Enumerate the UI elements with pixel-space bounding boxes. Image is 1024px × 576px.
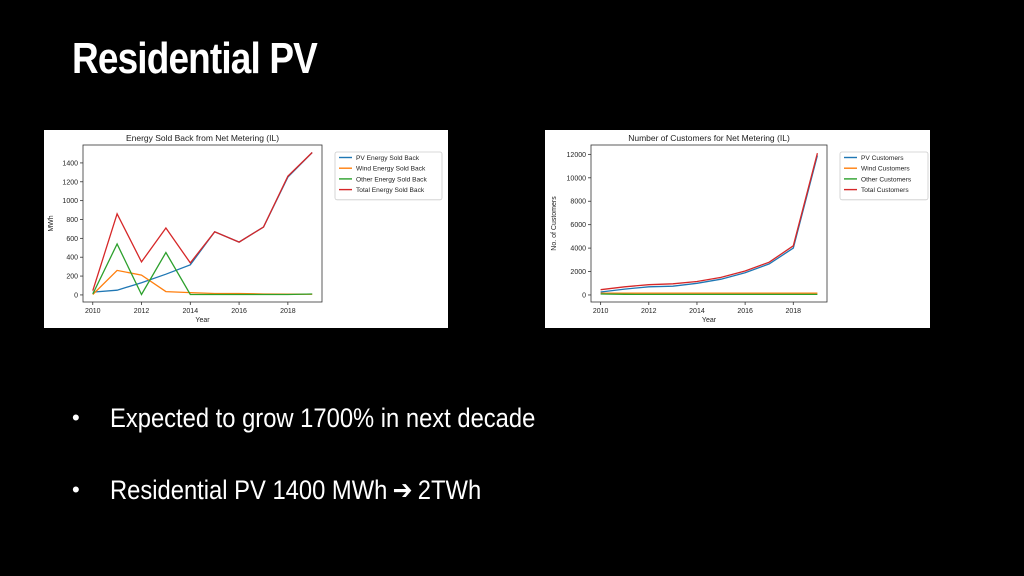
plot-frame xyxy=(82,144,323,303)
y-tick-label: 10000 xyxy=(567,175,587,182)
y-tick-label: 1400 xyxy=(62,160,78,167)
x-tick-label: 2018 xyxy=(280,308,296,315)
legend-label: Total Energy Sold Back xyxy=(356,187,425,194)
bullet-dot: • xyxy=(72,477,80,502)
x-tick-label: 2012 xyxy=(134,308,150,315)
series-line xyxy=(92,152,313,293)
legend-box xyxy=(839,151,929,201)
y-tick-label: 1000 xyxy=(62,198,78,205)
y-tick-label: 1200 xyxy=(62,179,78,186)
y-tick-label: 0 xyxy=(582,292,586,299)
x-tick-label: 2016 xyxy=(231,308,247,315)
y-tick-label: 2000 xyxy=(570,269,586,276)
x-tick-label: 2014 xyxy=(183,308,199,315)
bullet-text: Residential PV 1400 MWh ➔ 2TWh xyxy=(110,468,481,512)
legend-label: PV Energy Sold Back xyxy=(356,155,420,162)
arrow-right-icon: ➔ xyxy=(392,475,413,505)
y-tick-label: 6000 xyxy=(570,222,586,229)
y-axis-label: No. of Customers xyxy=(551,196,558,251)
x-tick-label: 2012 xyxy=(641,308,657,315)
legend-label: PV Customers xyxy=(861,155,904,162)
x-tick-label: 2010 xyxy=(85,308,101,315)
bullet-text: Expected to grow 1700% in next decade xyxy=(110,403,536,433)
y-axis-label: MWh xyxy=(48,215,55,231)
y-tick-label: 8000 xyxy=(570,199,586,206)
chart-svg: Number of Customers for Net Metering (IL… xyxy=(551,133,929,324)
slide-title: Residential PV xyxy=(72,34,318,83)
x-tick-label: 2016 xyxy=(737,308,753,315)
x-axis-label: Year xyxy=(702,317,717,324)
legend-label: Other Customers xyxy=(861,176,912,183)
bullet-text-before: Residential PV 1400 MWh xyxy=(110,475,388,505)
series-line xyxy=(92,242,313,296)
y-tick-label: 600 xyxy=(66,236,78,243)
legend-box xyxy=(334,151,443,201)
series-line xyxy=(92,152,313,291)
legend-label: Wind Customers xyxy=(861,166,910,173)
x-tick-label: 2014 xyxy=(689,308,705,315)
bullet-text-after: 2TWh xyxy=(417,475,482,505)
y-tick-label: 4000 xyxy=(570,246,586,253)
y-tick-label: 12000 xyxy=(567,152,587,159)
series-line xyxy=(92,269,313,295)
series-line xyxy=(600,153,819,291)
legend-label: Total Customers xyxy=(861,187,909,194)
chart-svg: Energy Sold Back from Net Metering (IL) 0… xyxy=(48,133,443,324)
chart-title: Energy Sold Back from Net Metering (IL) xyxy=(126,133,279,143)
legend-label: Other Energy Sold Back xyxy=(356,176,427,183)
plot-frame xyxy=(590,144,828,303)
x-axis-label: Year xyxy=(195,317,210,324)
y-tick-label: 800 xyxy=(66,217,78,224)
y-tick-label: 200 xyxy=(66,274,78,281)
y-tick-label: 400 xyxy=(66,255,78,262)
bullet-dot: • xyxy=(72,405,80,430)
legend-label: Wind Energy Sold Back xyxy=(356,166,426,173)
energy-sold-back-chart: Energy Sold Back from Net Metering (IL) 0… xyxy=(44,130,448,328)
y-tick-label: 0 xyxy=(74,292,78,299)
customers-chart: Number of Customers for Net Metering (IL… xyxy=(545,130,930,328)
chart-title: Number of Customers for Net Metering (IL… xyxy=(628,133,790,143)
series-line xyxy=(600,155,819,293)
x-tick-label: 2010 xyxy=(593,308,609,315)
x-tick-label: 2018 xyxy=(785,308,801,315)
